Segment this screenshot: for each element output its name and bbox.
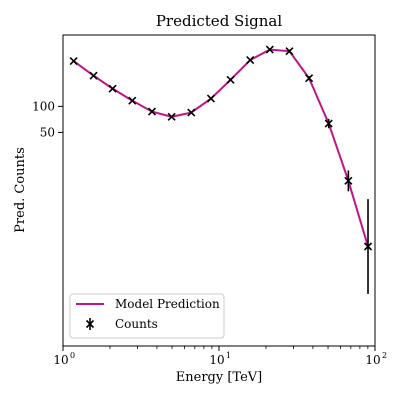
- count-point: [265, 45, 274, 54]
- count-point: [206, 94, 216, 103]
- x-tick-exponent: 0: [70, 351, 75, 360]
- legend-label-model: Model Prediction: [115, 297, 220, 311]
- count-marker: [305, 74, 314, 83]
- x-tick-label: 10: [53, 353, 68, 367]
- y-tick-label: 50: [40, 125, 55, 139]
- count-point: [108, 84, 117, 93]
- count-marker: [206, 94, 216, 103]
- count-marker: [147, 107, 157, 116]
- count-marker: [128, 96, 137, 105]
- model-prediction-line: [73, 48, 369, 247]
- count-marker: [265, 45, 274, 54]
- count-point: [147, 107, 157, 116]
- count-marker: [187, 108, 196, 117]
- x-axis-label: Energy [TeV]: [176, 370, 262, 385]
- x-tick-exponent: 2: [382, 351, 387, 360]
- count-point: [69, 56, 78, 66]
- count-marker: [167, 112, 176, 121]
- y-tick-label: 100: [32, 99, 55, 113]
- y-axis-label: Pred. Counts: [13, 147, 28, 233]
- count-marker: [226, 75, 235, 84]
- count-marker: [344, 176, 353, 185]
- count-point: [285, 47, 294, 56]
- x-tick-label: 10: [209, 353, 224, 367]
- count-point: [226, 75, 235, 84]
- count-point: [324, 118, 333, 129]
- count-point: [167, 112, 176, 121]
- count-marker: [108, 84, 117, 93]
- count-point: [89, 71, 98, 80]
- count-point: [344, 170, 353, 192]
- count-point: [187, 108, 196, 117]
- legend: Model Prediction Counts: [69, 293, 225, 339]
- count-marker: [89, 71, 98, 80]
- x-tick-exponent: 1: [226, 351, 231, 360]
- count-marker: [246, 55, 255, 65]
- count-point: [128, 96, 137, 105]
- legend-label-counts: Counts: [115, 317, 158, 331]
- count-marker: [285, 47, 294, 56]
- count-point: [246, 55, 255, 65]
- count-point: [305, 74, 314, 83]
- chart-title: Predicted Signal: [156, 12, 282, 30]
- legend-errorbar-swatch: [85, 318, 95, 330]
- count-marker: [363, 242, 373, 251]
- legend-box: [69, 293, 225, 339]
- count-point: [363, 199, 373, 294]
- count-marker: [324, 119, 333, 128]
- x-tick-label: 10: [365, 353, 380, 367]
- count-marker: [69, 56, 78, 66]
